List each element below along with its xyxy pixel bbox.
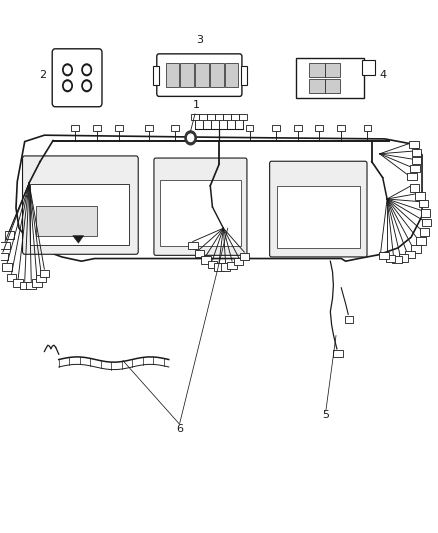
- Bar: [379, 252, 389, 259]
- Bar: [26, 282, 36, 289]
- Bar: [223, 114, 231, 120]
- Bar: [221, 263, 230, 271]
- Polygon shape: [73, 236, 84, 243]
- Bar: [315, 125, 323, 131]
- Text: 2: 2: [39, 70, 46, 80]
- Bar: [166, 63, 179, 87]
- Bar: [272, 125, 280, 131]
- Circle shape: [63, 80, 72, 92]
- Bar: [160, 180, 241, 246]
- Bar: [407, 173, 417, 180]
- Bar: [39, 270, 49, 277]
- Bar: [71, 125, 79, 131]
- Circle shape: [82, 80, 92, 92]
- Bar: [145, 125, 153, 131]
- Bar: [241, 66, 247, 85]
- Bar: [30, 184, 129, 245]
- Bar: [325, 63, 340, 77]
- Circle shape: [185, 131, 196, 145]
- Bar: [240, 253, 249, 260]
- FancyBboxPatch shape: [154, 158, 247, 255]
- Bar: [35, 206, 97, 236]
- Bar: [13, 279, 23, 287]
- Bar: [364, 125, 371, 131]
- FancyBboxPatch shape: [157, 54, 242, 96]
- Bar: [362, 60, 375, 75]
- Bar: [246, 125, 254, 131]
- Bar: [3, 263, 12, 271]
- Bar: [420, 228, 429, 236]
- Bar: [406, 251, 415, 258]
- Bar: [171, 125, 179, 131]
- Text: 1: 1: [192, 100, 199, 110]
- Bar: [309, 79, 325, 93]
- Circle shape: [82, 64, 92, 76]
- Bar: [0, 253, 8, 260]
- Bar: [234, 258, 244, 265]
- Bar: [392, 256, 402, 263]
- Bar: [411, 245, 421, 253]
- Circle shape: [64, 82, 71, 90]
- Bar: [214, 263, 224, 271]
- Bar: [180, 63, 194, 87]
- Bar: [412, 157, 421, 165]
- FancyBboxPatch shape: [22, 156, 138, 254]
- Bar: [345, 317, 353, 323]
- Bar: [207, 114, 215, 120]
- Text: 3: 3: [196, 35, 203, 45]
- Bar: [195, 63, 209, 87]
- FancyBboxPatch shape: [270, 161, 367, 257]
- Bar: [309, 63, 325, 77]
- Bar: [412, 149, 421, 157]
- Bar: [416, 192, 425, 199]
- Circle shape: [187, 134, 194, 142]
- Bar: [115, 125, 123, 131]
- Text: 4: 4: [379, 70, 387, 80]
- Bar: [325, 79, 340, 93]
- Bar: [333, 350, 343, 358]
- Bar: [337, 125, 345, 131]
- Bar: [20, 282, 29, 289]
- Bar: [188, 242, 198, 249]
- Bar: [239, 114, 247, 120]
- Bar: [277, 185, 360, 248]
- Bar: [399, 254, 409, 262]
- Bar: [410, 141, 419, 149]
- Bar: [7, 274, 16, 281]
- Bar: [199, 114, 207, 120]
- Bar: [227, 262, 237, 269]
- Bar: [93, 125, 101, 131]
- Text: 6: 6: [176, 424, 183, 434]
- Circle shape: [63, 64, 72, 76]
- Bar: [422, 219, 431, 226]
- Bar: [225, 63, 238, 87]
- Bar: [410, 184, 420, 191]
- Circle shape: [84, 82, 90, 90]
- Bar: [419, 200, 428, 207]
- FancyBboxPatch shape: [52, 49, 102, 107]
- Bar: [5, 231, 14, 239]
- Bar: [386, 255, 396, 262]
- Circle shape: [84, 66, 90, 74]
- Bar: [36, 275, 46, 282]
- Text: 5: 5: [322, 410, 329, 421]
- Bar: [410, 165, 420, 172]
- Bar: [32, 279, 42, 287]
- Bar: [208, 261, 217, 268]
- Bar: [153, 66, 159, 85]
- Bar: [417, 237, 426, 245]
- Polygon shape: [16, 135, 422, 261]
- Bar: [421, 209, 430, 216]
- Bar: [201, 256, 211, 264]
- Bar: [210, 63, 223, 87]
- Bar: [0, 242, 10, 249]
- Bar: [215, 114, 223, 120]
- Bar: [194, 250, 204, 257]
- Bar: [231, 114, 239, 120]
- Bar: [297, 58, 364, 98]
- Bar: [191, 114, 199, 120]
- Circle shape: [64, 66, 71, 74]
- Bar: [293, 125, 301, 131]
